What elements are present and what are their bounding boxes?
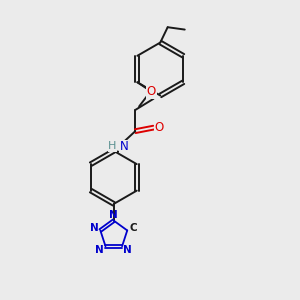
Text: O: O — [147, 85, 156, 98]
Text: H: H — [108, 142, 117, 152]
Text: O: O — [155, 121, 164, 134]
Text: N: N — [120, 140, 128, 153]
Text: N: N — [110, 210, 118, 220]
Text: N: N — [95, 245, 104, 255]
Text: N: N — [89, 223, 98, 233]
Text: N: N — [123, 245, 132, 255]
Text: C: C — [130, 223, 137, 233]
